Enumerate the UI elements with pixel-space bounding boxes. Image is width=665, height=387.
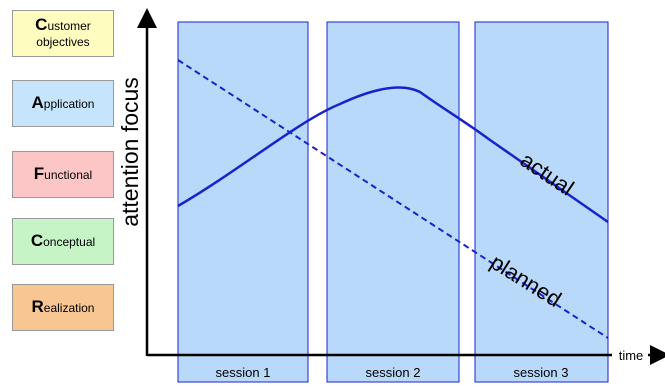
legend-rest: ustomer (47, 19, 91, 33)
legend-realization: Realization (12, 284, 114, 331)
session-label-3: session 3 (514, 365, 569, 380)
session-column-3 (474, 21, 609, 383)
session-column-2 (326, 21, 460, 383)
legend-rest: pplication (43, 97, 95, 111)
session-column-1 (177, 21, 309, 383)
legend-rest-line2: objectives (36, 35, 90, 49)
legend-rest: unctional (44, 168, 93, 182)
y-axis-label: attention focus (117, 77, 143, 227)
legend-rest: ealization (43, 301, 95, 315)
legend-cap: C (30, 231, 44, 250)
legend-application: Application (12, 80, 114, 127)
session-label-2: session 2 (366, 365, 421, 380)
x-axis-label: time (619, 348, 644, 363)
planned-curve (177, 59, 609, 339)
legend-rest: onceptual (43, 235, 96, 249)
session-label-1: session 1 (216, 365, 271, 380)
legend-cap: R (31, 297, 44, 316)
legend-cap: F (33, 164, 45, 183)
legend-cap: A (31, 93, 44, 112)
legend-functional: Functional (12, 151, 114, 198)
actual-curve (177, 86, 609, 224)
legend-conceptual: Conceptual (12, 218, 114, 265)
legend-customer-objectives: Customer objectives (12, 10, 114, 57)
legend-cap: C (35, 15, 48, 34)
